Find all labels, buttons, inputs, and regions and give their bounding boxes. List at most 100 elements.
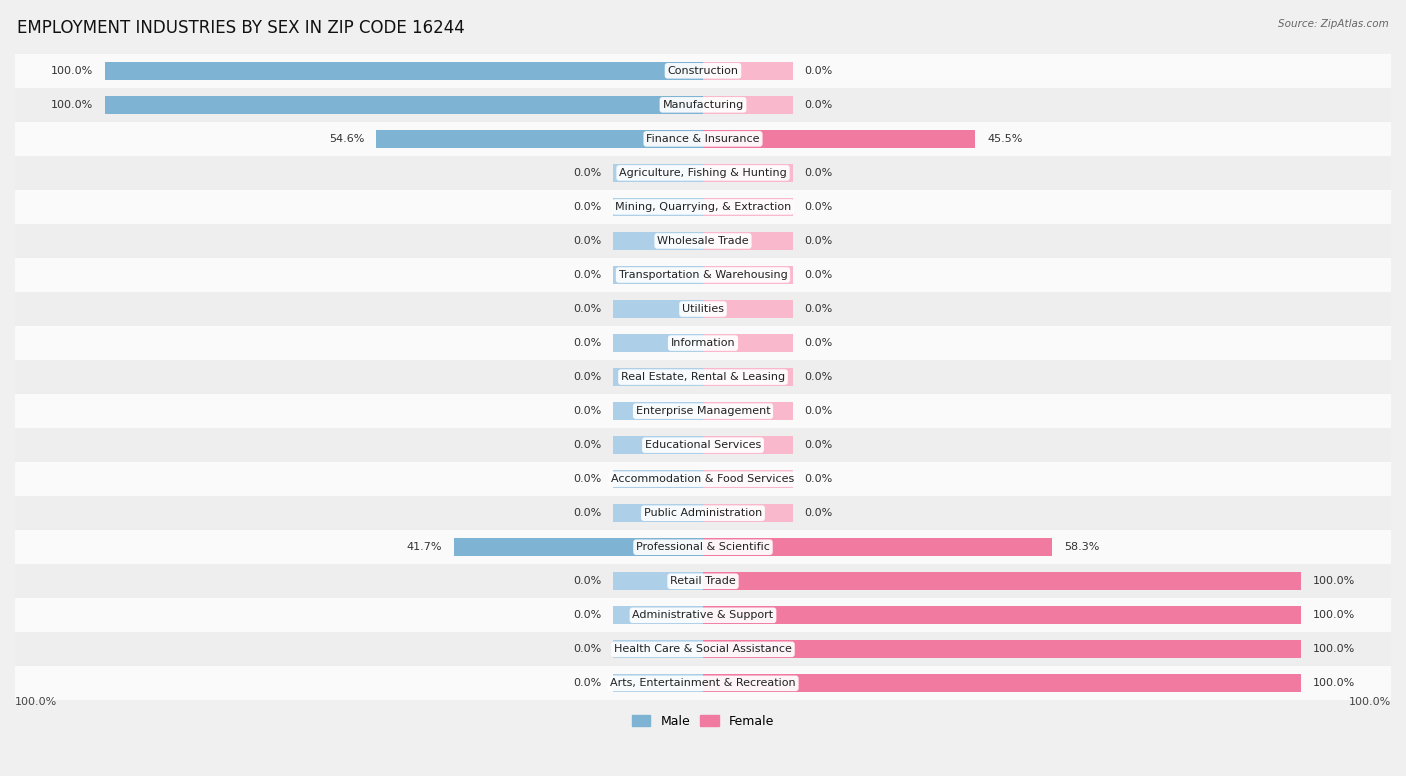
Bar [104, 62, 703, 80]
Text: 45.5%: 45.5% [987, 134, 1022, 144]
Text: 0.0%: 0.0% [574, 678, 602, 688]
Text: 100.0%: 100.0% [1313, 577, 1355, 586]
Text: 0.0%: 0.0% [574, 577, 602, 586]
Bar [613, 266, 703, 284]
Text: 0.0%: 0.0% [574, 644, 602, 654]
Text: 0.0%: 0.0% [804, 372, 832, 382]
Bar [703, 606, 1302, 624]
Bar [15, 292, 1391, 326]
Text: Utilities: Utilities [682, 304, 724, 314]
Bar [703, 470, 793, 488]
Text: 0.0%: 0.0% [574, 406, 602, 416]
Text: Arts, Entertainment & Recreation: Arts, Entertainment & Recreation [610, 678, 796, 688]
Text: 100.0%: 100.0% [1348, 697, 1391, 707]
Text: Agriculture, Fishing & Hunting: Agriculture, Fishing & Hunting [619, 168, 787, 178]
Bar [703, 369, 793, 386]
Text: 0.0%: 0.0% [804, 440, 832, 450]
Bar [703, 436, 793, 454]
Text: 0.0%: 0.0% [574, 236, 602, 246]
Text: 0.0%: 0.0% [804, 168, 832, 178]
Text: 0.0%: 0.0% [574, 168, 602, 178]
Text: 100.0%: 100.0% [1313, 678, 1355, 688]
Text: 0.0%: 0.0% [574, 372, 602, 382]
Bar [15, 530, 1391, 564]
Bar [703, 198, 793, 216]
Bar [703, 640, 1302, 658]
Text: Information: Information [671, 338, 735, 348]
Bar [15, 122, 1391, 156]
Bar [703, 62, 793, 80]
Text: 0.0%: 0.0% [804, 202, 832, 212]
Text: Finance & Insurance: Finance & Insurance [647, 134, 759, 144]
Text: 54.6%: 54.6% [329, 134, 364, 144]
Text: 0.0%: 0.0% [804, 338, 832, 348]
Text: Source: ZipAtlas.com: Source: ZipAtlas.com [1278, 19, 1389, 29]
Text: 0.0%: 0.0% [804, 100, 832, 110]
Legend: Male, Female: Male, Female [627, 710, 779, 733]
Text: Administrative & Support: Administrative & Support [633, 610, 773, 620]
Text: 0.0%: 0.0% [574, 202, 602, 212]
Bar [15, 156, 1391, 190]
Text: 0.0%: 0.0% [574, 508, 602, 518]
Bar [15, 190, 1391, 224]
Text: Educational Services: Educational Services [645, 440, 761, 450]
Bar [613, 232, 703, 250]
Text: Wholesale Trade: Wholesale Trade [657, 236, 749, 246]
Text: 0.0%: 0.0% [574, 440, 602, 450]
Bar [613, 436, 703, 454]
Bar [15, 224, 1391, 258]
Bar [15, 258, 1391, 292]
Text: Health Care & Social Assistance: Health Care & Social Assistance [614, 644, 792, 654]
Bar [15, 496, 1391, 530]
Text: 0.0%: 0.0% [804, 508, 832, 518]
Bar [15, 360, 1391, 394]
Bar [703, 504, 793, 522]
Bar [703, 266, 793, 284]
Text: Mining, Quarrying, & Extraction: Mining, Quarrying, & Extraction [614, 202, 792, 212]
Text: Construction: Construction [668, 66, 738, 76]
Text: 0.0%: 0.0% [574, 304, 602, 314]
Text: 100.0%: 100.0% [51, 100, 93, 110]
Bar [703, 402, 793, 420]
Text: 100.0%: 100.0% [1313, 644, 1355, 654]
Text: Enterprise Management: Enterprise Management [636, 406, 770, 416]
Bar [613, 573, 703, 590]
Bar [703, 232, 793, 250]
Text: 0.0%: 0.0% [574, 338, 602, 348]
Bar [15, 598, 1391, 632]
Text: 41.7%: 41.7% [406, 542, 441, 553]
Text: 0.0%: 0.0% [804, 406, 832, 416]
Bar [703, 573, 1302, 590]
Bar [613, 402, 703, 420]
Text: Manufacturing: Manufacturing [662, 100, 744, 110]
Text: 0.0%: 0.0% [804, 270, 832, 280]
Bar [15, 667, 1391, 701]
Text: EMPLOYMENT INDUSTRIES BY SEX IN ZIP CODE 16244: EMPLOYMENT INDUSTRIES BY SEX IN ZIP CODE… [17, 19, 464, 37]
Bar [613, 640, 703, 658]
Bar [454, 539, 703, 556]
Bar [613, 470, 703, 488]
Bar [15, 632, 1391, 667]
Bar [703, 96, 793, 114]
Bar [703, 164, 793, 182]
Text: Transportation & Warehousing: Transportation & Warehousing [619, 270, 787, 280]
Text: 0.0%: 0.0% [804, 474, 832, 484]
Text: 0.0%: 0.0% [574, 610, 602, 620]
Text: 0.0%: 0.0% [804, 304, 832, 314]
Text: Public Administration: Public Administration [644, 508, 762, 518]
Bar [15, 88, 1391, 122]
Bar [15, 564, 1391, 598]
Bar [613, 334, 703, 352]
Bar [703, 539, 1052, 556]
Text: Real Estate, Rental & Leasing: Real Estate, Rental & Leasing [621, 372, 785, 382]
Text: 0.0%: 0.0% [574, 474, 602, 484]
Bar [15, 394, 1391, 428]
Bar [15, 428, 1391, 462]
Bar [613, 300, 703, 318]
Text: 58.3%: 58.3% [1064, 542, 1099, 553]
Bar [703, 334, 793, 352]
Bar [703, 674, 1302, 692]
Bar [15, 462, 1391, 496]
Text: 100.0%: 100.0% [51, 66, 93, 76]
Bar [15, 54, 1391, 88]
